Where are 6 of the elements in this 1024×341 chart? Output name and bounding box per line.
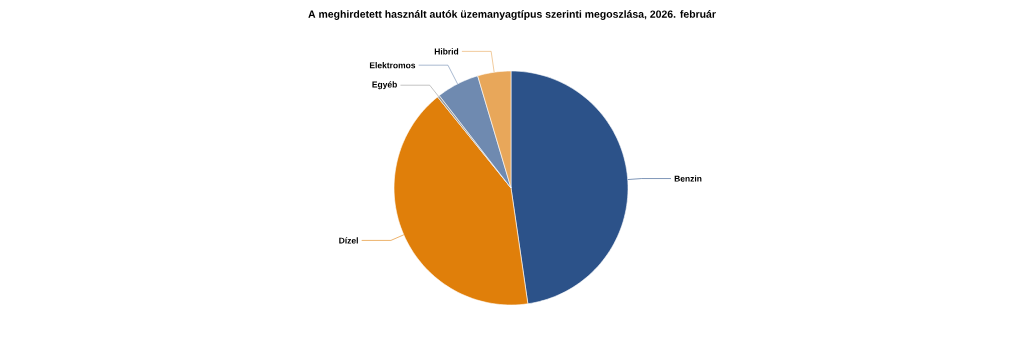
chart-title: A meghirdetett használt autók üzemanyagtípus szerinti megoszlása, 2026. február bbox=[308, 10, 716, 20]
slice-label: Elektromos bbox=[369, 62, 416, 69]
slice-label: Dízel bbox=[339, 237, 358, 244]
slice-label: Hibrid bbox=[434, 48, 459, 55]
slice-label: Egyéb bbox=[372, 81, 397, 90]
slice-label: Benzin bbox=[674, 175, 702, 182]
